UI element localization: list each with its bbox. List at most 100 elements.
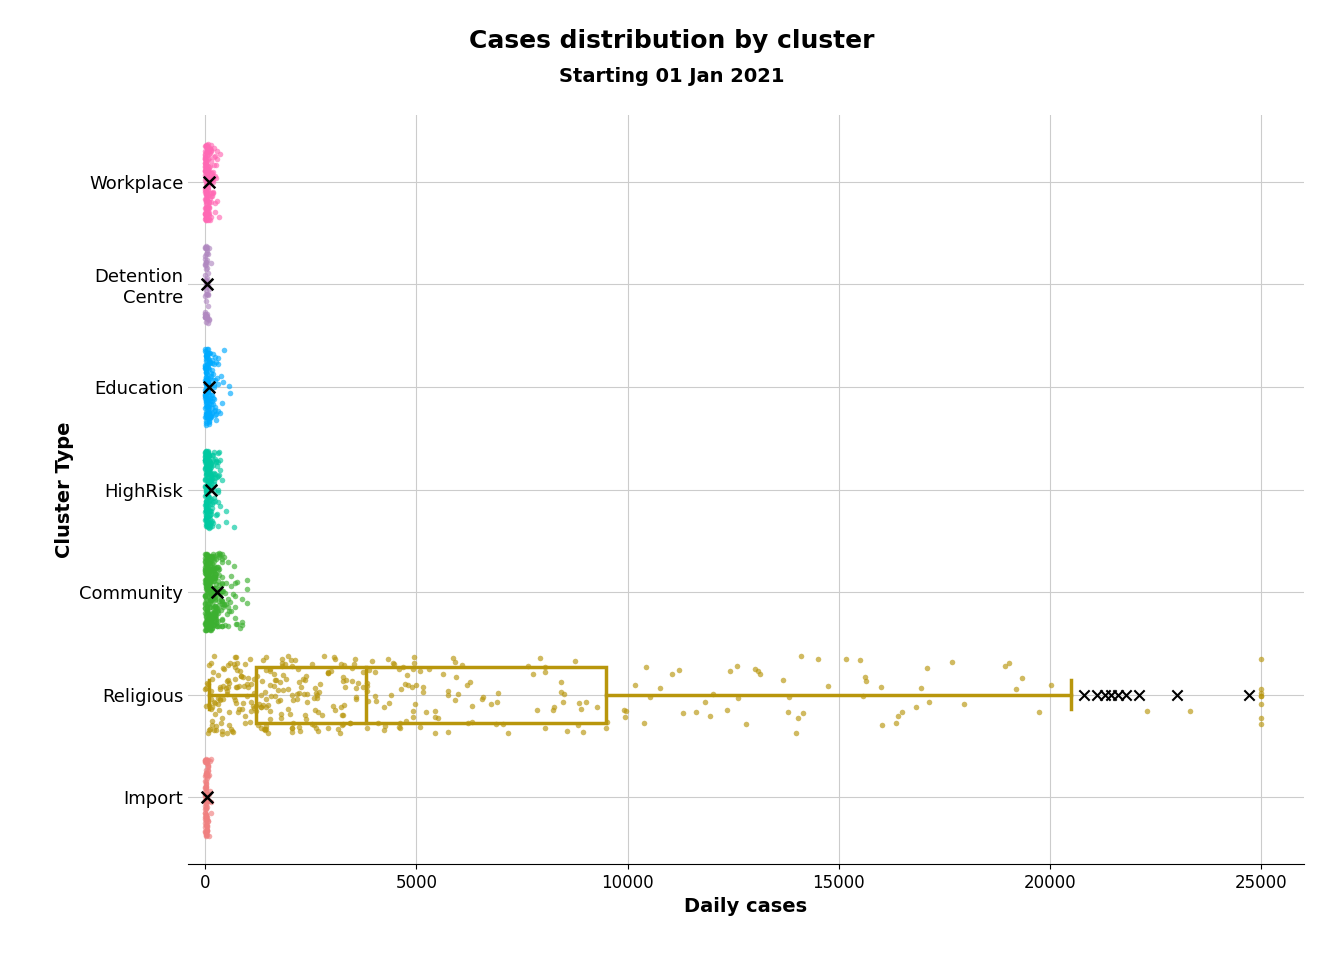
Point (195, 188, 216, 204)
Point (199, 414, 220, 429)
Point (195, 752, 216, 767)
Point (200, 573, 222, 588)
Point (195, 618, 216, 634)
Point (196, 567, 218, 583)
Point (195, 417, 216, 432)
Point (204, 548, 226, 564)
Point (195, 600, 216, 615)
Point (195, 566, 216, 582)
Point (281, 724, 302, 739)
Point (198, 456, 219, 471)
Point (199, 405, 220, 420)
Point (198, 136, 219, 152)
Point (195, 306, 216, 322)
Point (195, 394, 216, 409)
Point (195, 616, 216, 632)
Point (215, 586, 237, 601)
Point (199, 585, 220, 600)
Point (544, 700, 566, 715)
Point (199, 520, 220, 536)
Point (301, 716, 323, 732)
Point (203, 609, 224, 624)
Point (836, 651, 857, 666)
Point (198, 768, 219, 783)
Point (195, 254, 216, 270)
Point (390, 720, 411, 735)
Point (207, 601, 228, 616)
Point (202, 494, 223, 510)
Point (633, 715, 655, 731)
Point (263, 678, 285, 693)
Point (195, 787, 216, 803)
Point (199, 582, 220, 597)
Point (616, 703, 637, 718)
Point (207, 371, 228, 386)
Point (269, 674, 290, 689)
Point (200, 752, 222, 767)
Point (204, 601, 226, 616)
Point (206, 600, 227, 615)
Point (195, 370, 216, 385)
Point (196, 171, 218, 186)
Point (250, 700, 271, 715)
Point (204, 610, 226, 625)
Point (196, 569, 218, 585)
Point (196, 509, 218, 524)
Point (196, 577, 218, 592)
Point (396, 667, 418, 683)
Point (212, 343, 234, 358)
Point (210, 498, 231, 514)
Point (195, 580, 216, 595)
Point (196, 818, 218, 833)
Point (202, 393, 223, 408)
Point (1005, 682, 1027, 697)
Point (195, 361, 216, 376)
Point (195, 304, 216, 320)
Point (195, 493, 216, 509)
Point (200, 613, 222, 629)
Point (195, 247, 216, 262)
Point (195, 416, 216, 431)
Point (195, 138, 216, 154)
Point (195, 560, 216, 575)
Point (195, 273, 216, 288)
Point (196, 410, 218, 425)
Point (208, 588, 230, 604)
Point (206, 561, 227, 576)
Point (199, 610, 220, 625)
Point (220, 568, 242, 584)
Point (195, 205, 216, 221)
Point (234, 657, 255, 672)
Point (200, 567, 222, 583)
Point (196, 276, 218, 292)
Point (195, 484, 216, 499)
Point (200, 468, 222, 483)
Point (198, 548, 219, 564)
Point (198, 608, 219, 623)
Point (196, 604, 218, 619)
Point (195, 310, 216, 325)
Point (207, 573, 228, 588)
Point (195, 766, 216, 781)
Point (195, 512, 216, 527)
Point (198, 392, 219, 407)
Point (198, 174, 219, 189)
Point (198, 828, 219, 844)
Point (198, 287, 219, 302)
Point (196, 582, 218, 597)
Point (195, 144, 216, 159)
Point (198, 312, 219, 327)
Point (198, 725, 219, 740)
Point (212, 584, 234, 599)
Point (199, 595, 220, 611)
Point (255, 662, 277, 678)
Point (198, 286, 219, 301)
Point (195, 564, 216, 580)
Point (199, 573, 220, 588)
Point (199, 557, 220, 572)
Point (195, 413, 216, 428)
Point (198, 444, 219, 459)
Point (195, 163, 216, 179)
Point (200, 468, 222, 483)
Point (366, 693, 387, 708)
